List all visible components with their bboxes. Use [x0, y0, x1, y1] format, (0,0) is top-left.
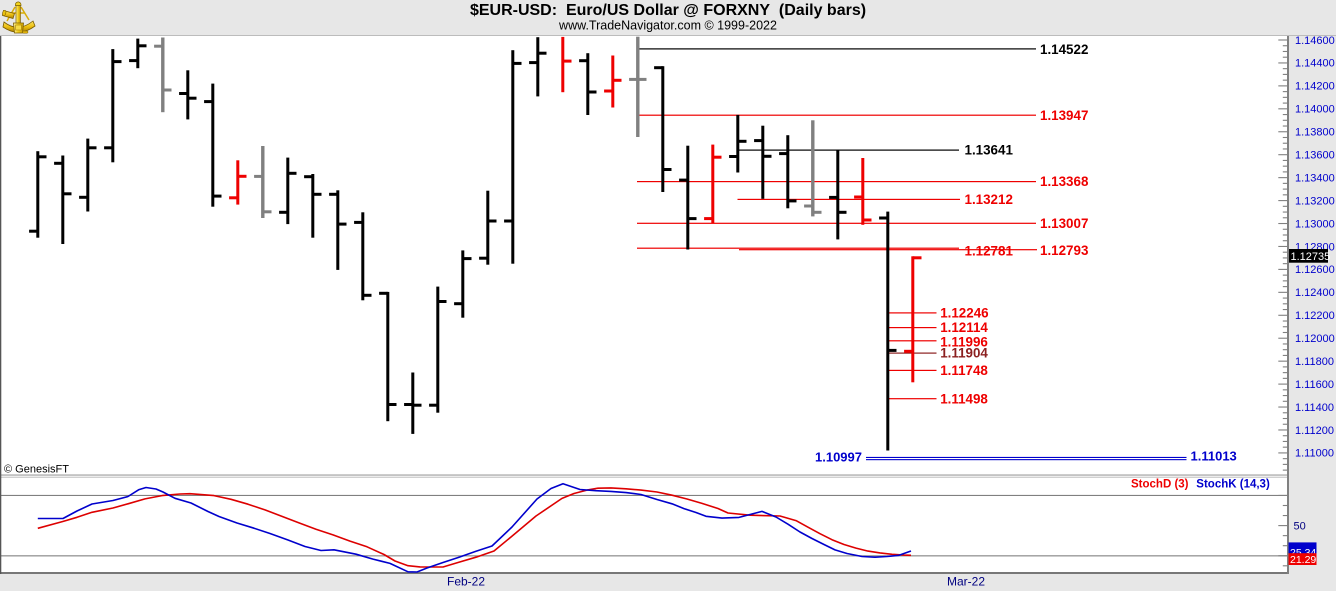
svg-text:1.11000: 1.11000	[1295, 448, 1334, 460]
svg-text:1.10997: 1.10997	[815, 449, 862, 464]
svg-text:1.14400: 1.14400	[1295, 58, 1335, 70]
svg-text:Mar-22: Mar-22	[947, 575, 985, 589]
svg-text:1.12735: 1.12735	[1291, 251, 1331, 263]
svg-text:1.11498: 1.11498	[940, 391, 988, 406]
svg-text:1.14600: 1.14600	[1295, 35, 1335, 47]
svg-text:1.13368: 1.13368	[1040, 174, 1089, 189]
svg-text:1.11800: 1.11800	[1295, 356, 1334, 368]
svg-text:1.11013: 1.11013	[1191, 449, 1237, 464]
svg-text:1.12200: 1.12200	[1295, 310, 1335, 322]
svg-text:1.12246: 1.12246	[940, 306, 988, 321]
svg-text:50: 50	[1294, 520, 1306, 532]
svg-text:1.14000: 1.14000	[1295, 104, 1335, 116]
svg-text:21.29: 21.29	[1290, 554, 1316, 566]
svg-text:1.13400: 1.13400	[1295, 172, 1335, 184]
svg-text:StochK (14,3): StochK (14,3)	[1196, 479, 1270, 491]
svg-text:1.11996: 1.11996	[940, 335, 988, 350]
svg-text:1.11600: 1.11600	[1295, 379, 1334, 391]
svg-text:1.12600: 1.12600	[1295, 264, 1335, 276]
svg-text:© GenesisFT: © GenesisFT	[4, 463, 69, 475]
svg-text:1.11200: 1.11200	[1295, 425, 1334, 437]
svg-text:1.13007: 1.13007	[1040, 216, 1088, 231]
svg-text:1.11748: 1.11748	[940, 363, 988, 378]
svg-text:1.14522: 1.14522	[1040, 42, 1088, 57]
svg-text:1.13600: 1.13600	[1295, 150, 1335, 162]
svg-text:www.TradeNavigator.com © 1999-: www.TradeNavigator.com © 1999-2022	[558, 19, 777, 33]
svg-text:1.12793: 1.12793	[1040, 243, 1088, 258]
svg-text:1.12781: 1.12781	[965, 244, 1014, 259]
svg-text:StochD (3): StochD (3)	[1131, 479, 1189, 491]
svg-text:1.13947: 1.13947	[1040, 108, 1088, 123]
svg-text:1.13641: 1.13641	[965, 143, 1014, 158]
svg-text:1.12400: 1.12400	[1295, 287, 1335, 299]
svg-text:1.14200: 1.14200	[1295, 81, 1335, 93]
svg-text:$EUR-USD: Euro/US Dollar @ FO: $EUR-USD: Euro/US Dollar @ FORXNY (Daily…	[470, 2, 866, 19]
svg-text:Feb-22: Feb-22	[447, 575, 485, 589]
svg-text:1.12114: 1.12114	[940, 320, 988, 335]
svg-text:1.12000: 1.12000	[1295, 333, 1335, 345]
svg-text:1.13200: 1.13200	[1295, 195, 1335, 207]
svg-text:1.13800: 1.13800	[1295, 127, 1335, 139]
svg-text:1.13000: 1.13000	[1295, 218, 1335, 230]
svg-text:1.11400: 1.11400	[1295, 402, 1334, 414]
svg-text:1.13212: 1.13212	[965, 192, 1013, 207]
svg-text:1.11904: 1.11904	[940, 345, 988, 360]
